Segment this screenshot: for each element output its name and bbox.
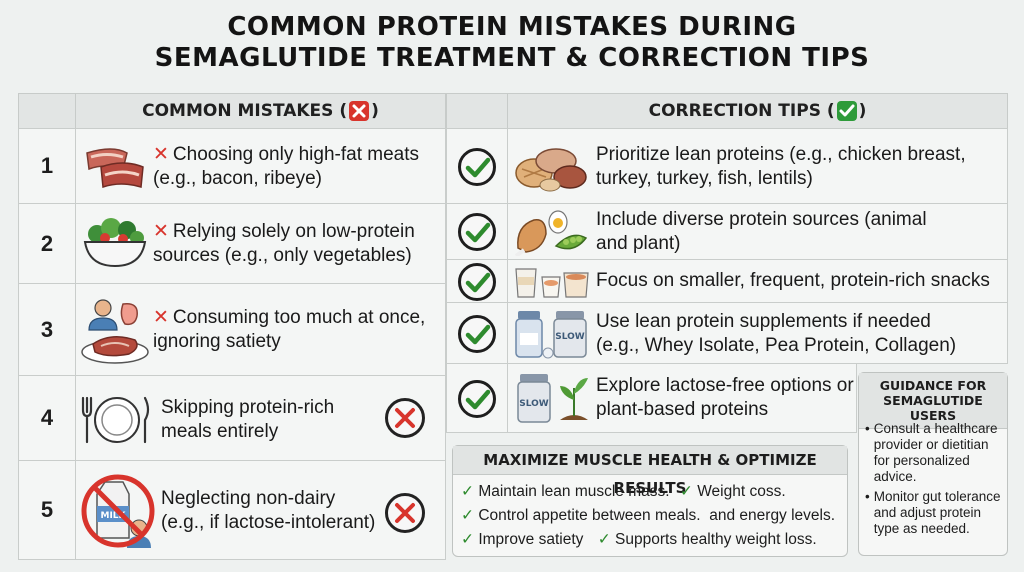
mistakes-header: COMMON MISTAKES ( ) — [75, 93, 446, 129]
tip-text: Explore lactose-free options or plant-ba… — [596, 375, 854, 420]
page-title: COMMON PROTEIN MISTAKES DURING SEMAGLUTI… — [0, 12, 1024, 74]
snack-cups-icon — [515, 268, 589, 298]
lean-meats-icon — [515, 148, 587, 192]
empty-plate-icon — [81, 396, 150, 444]
guidance-item: • Consult a healthcare provider or dietit… — [865, 421, 998, 484]
salad-bowl-icon — [83, 218, 147, 268]
check-circle-icon — [458, 148, 496, 186]
x-mark-icon: ✕ — [153, 221, 169, 242]
mistake-row: 1 ✕ Choosing only high-fat meats (e.g., b… — [18, 128, 446, 204]
milk-label: MILK — [100, 511, 126, 521]
row-number: 4 — [19, 376, 76, 460]
check-icon: ✓ — [597, 531, 611, 548]
check-icon: ✓ — [461, 531, 474, 548]
egg-chicken-peas-icon — [514, 210, 588, 256]
mistake-row: 5 MILK Neglecting non-dairy (e.g., if la… — [18, 460, 446, 560]
tip-row: Prioritize lean proteins (e.g., chicken … — [507, 128, 1008, 204]
maximize-panel: MAXIMIZE MUSCLE HEALTH & OPTIMIZE RESULT… — [452, 445, 848, 557]
mistake-text: ✕ Relying solely on low-protein sources (… — [153, 221, 415, 266]
check-icon: ✓ — [461, 483, 474, 500]
bacon-steak-icon — [86, 148, 144, 189]
mistake-text: Neglecting non-dairy (e.g., if lactose-i… — [161, 488, 376, 533]
no-milk-icon: MILK — [81, 474, 155, 548]
tip-row: Focus on smaller, frequent, protein-rich… — [507, 259, 1008, 303]
person-stomach-steak-icon — [81, 299, 149, 364]
tip-row: Include diverse protein sources (animal … — [507, 203, 1008, 260]
x-mark-icon: ✕ — [153, 307, 169, 328]
title-line-2: SEMAGLUTIDE TREATMENT & CORRECTION TIPS — [154, 43, 870, 73]
red-x-circle-icon — [385, 493, 425, 533]
guidance-panel: GUIDANCE FOR SEMAGLUTIDE USERS • Consult … — [858, 372, 1008, 556]
red-x-icon — [349, 101, 370, 121]
mistake-text: ✕ Consuming too much at once, ignoring sa… — [153, 307, 426, 352]
guidance-item: • Monitor gut tolerance and adjust protei… — [865, 489, 1001, 536]
tip-text: Focus on smaller, frequent, protein-rich… — [596, 270, 990, 291]
red-x-circle-icon — [385, 398, 425, 438]
tip-text: Include diverse protein sources (animal … — [596, 209, 927, 254]
row-number: 3 — [19, 284, 76, 375]
maximize-row: ✓ Maintain lean muscle mass. ✓ Weight co… — [461, 483, 786, 500]
check-circle-icon — [458, 315, 496, 353]
check-circle-icon — [458, 380, 496, 418]
row-number: 5 — [19, 461, 76, 559]
jar-label: SLOW — [555, 332, 585, 342]
jar-label: SLOW — [519, 399, 549, 409]
slow-jar-plant-icon: SLOW — [517, 374, 588, 423]
green-check-icon — [836, 101, 857, 121]
mistake-text: ✕ Choosing only high-fat meats (e.g., bac… — [153, 144, 420, 189]
tip-row: SLOW Explore lactose-free options or pla… — [507, 363, 857, 433]
check-circle-icon — [458, 263, 496, 301]
tip-check-cell — [446, 203, 508, 260]
maximize-row: ✓ Control appetite between meals. and en… — [461, 507, 836, 524]
tip-text: Use lean protein supplements if needed (… — [596, 311, 957, 356]
tips-header-check-cell — [446, 93, 508, 129]
check-circle-icon — [458, 213, 496, 251]
tip-check-cell — [446, 259, 508, 303]
check-icon: ✓ — [679, 483, 693, 500]
tip-check-cell — [446, 363, 508, 433]
mistakes-header-number-cell — [18, 93, 76, 129]
mistake-row: 4 Skipping protein-rich meals entirely — [18, 375, 446, 461]
check-icon: ✓ — [461, 507, 474, 524]
tips-header: CORRECTION TIPS ( ) — [507, 93, 1008, 129]
mistake-row: 2 ✕ Relying solely on low-protein sources… — [18, 203, 446, 284]
mistakes-header-label: COMMON MISTAKES ( — [142, 101, 348, 121]
x-mark-icon: ✕ — [153, 144, 169, 165]
mistake-row: 3 ✕ Consuming too much at once, ignoring … — [18, 283, 446, 376]
tip-check-cell — [446, 302, 508, 364]
guidance-title: GUIDANCE FOR SEMAGLUTIDE USERS — [859, 373, 1007, 429]
tip-text: Prioritize lean proteins (e.g., chicken … — [596, 144, 966, 189]
maximize-row: ✓ Improve satiety ✓ Supports healthy wei… — [461, 531, 817, 548]
tips-header-label: CORRECTION TIPS ( — [648, 101, 835, 121]
maximize-title: MAXIMIZE MUSCLE HEALTH & OPTIMIZE RESULT… — [453, 446, 847, 497]
supplement-jars-icon: SLOW — [515, 311, 587, 359]
tip-row: SLOW Use lean protein supplements if nee… — [507, 302, 1008, 364]
row-number: 2 — [19, 204, 76, 283]
title-line-1: COMMON PROTEIN MISTAKES DURING — [227, 12, 797, 42]
tip-check-cell — [446, 128, 508, 204]
mistake-text: Skipping protein-rich meals entirely — [161, 397, 335, 442]
row-number: 1 — [19, 129, 76, 203]
